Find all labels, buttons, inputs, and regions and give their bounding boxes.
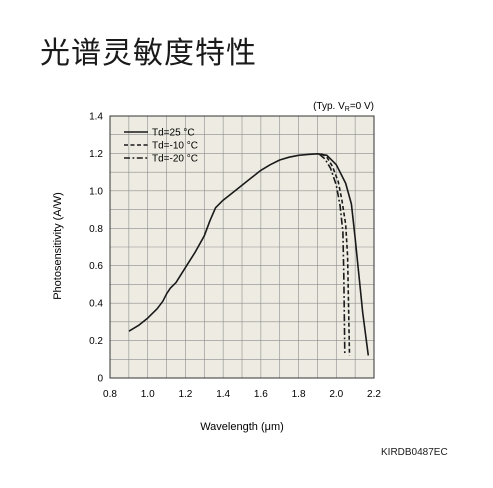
x-tick-label: 2.2 <box>367 389 381 400</box>
series-line-3 <box>318 153 346 356</box>
x-axis-label: Wavelength (μm) <box>200 421 284 433</box>
series-line-1 <box>128 153 370 356</box>
document-code: KIRDB0487EC <box>381 447 448 458</box>
x-tick-label: 0.8 <box>103 389 117 400</box>
legend-label: Td=-10 °C <box>152 141 198 152</box>
series-line-2 <box>320 153 351 356</box>
x-tick-label: 1.6 <box>254 389 268 400</box>
grid-lines <box>110 116 374 378</box>
y-tick-label: 1.2 <box>89 149 103 160</box>
page-title: 光谱灵敏度特性 <box>40 36 257 71</box>
y-tick-label: 0.8 <box>89 224 103 235</box>
x-axis-ticks: 0.8 1.0 1.2 1.4 1.6 1.8 2.0 2.2 <box>103 389 381 400</box>
x-tick-label: 1.4 <box>216 389 230 400</box>
y-axis-label: Photosensitivity (A/W) <box>52 192 64 300</box>
y-axis-ticks: 0 0.2 0.4 0.6 0.8 1.0 1.2 1.4 <box>89 112 103 385</box>
legend: Td=25 °C Td=-10 °C Td=-20 °C <box>124 128 198 165</box>
y-tick-label: 1.4 <box>89 112 103 123</box>
x-tick-label: 1.2 <box>178 389 192 400</box>
legend-label: Td=-20 °C <box>152 154 198 165</box>
x-tick-label: 2.0 <box>329 389 343 400</box>
y-tick-label: 0.2 <box>89 336 103 347</box>
x-tick-label: 1.8 <box>292 389 306 400</box>
y-tick-label: 0.4 <box>89 299 103 310</box>
legend-label: Td=25 °C <box>152 128 195 139</box>
y-tick-label: 1.0 <box>89 186 103 197</box>
condition-label: (Typ. VR=0 V) <box>313 101 374 113</box>
y-tick-label: 0 <box>97 374 103 385</box>
plot-frame <box>109 115 375 379</box>
x-tick-label: 1.0 <box>141 389 155 400</box>
y-tick-label: 0.6 <box>89 261 103 272</box>
series-lines <box>128 153 370 356</box>
